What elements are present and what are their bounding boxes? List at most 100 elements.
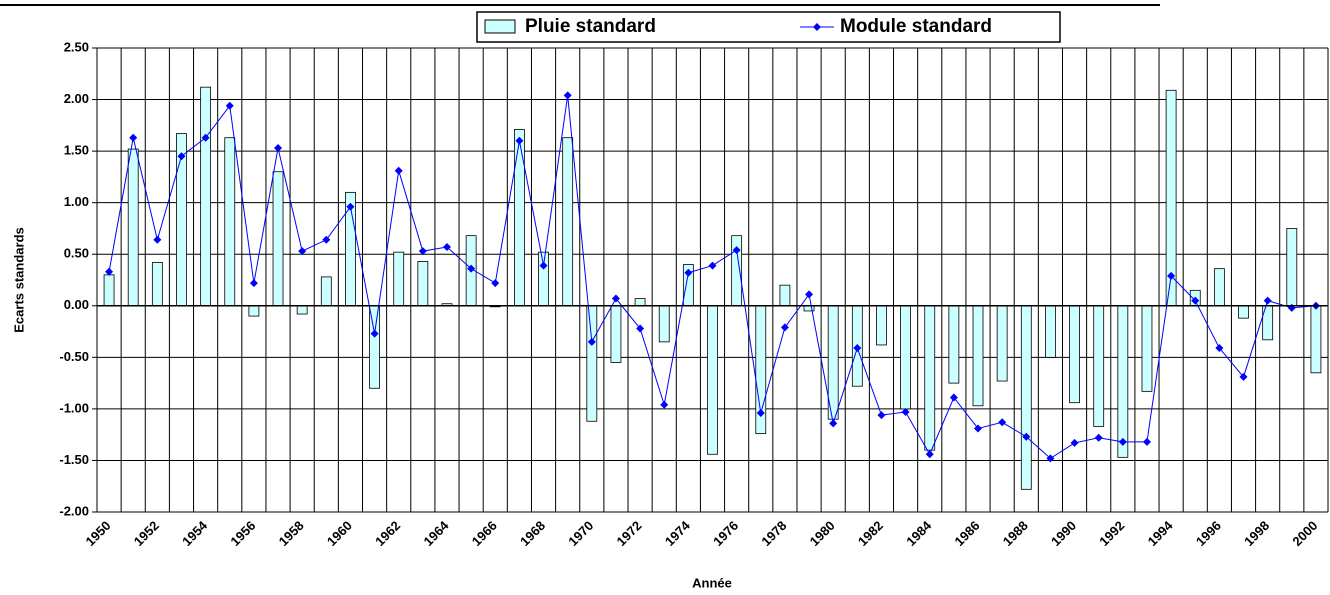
marker (346, 202, 355, 211)
x-tick-label: 1986 (952, 518, 983, 549)
marker (901, 407, 910, 416)
y-tick-label: 1.50 (64, 143, 89, 158)
marker (732, 246, 741, 255)
bar (248, 305, 260, 317)
bar (1117, 305, 1129, 458)
y-tick-label: -1.00 (59, 400, 89, 415)
bar (538, 251, 549, 307)
bar (127, 148, 139, 307)
bar (779, 284, 791, 307)
x-tick-label: 1992 (1096, 518, 1127, 549)
y-tick-label: 2.50 (64, 39, 89, 54)
legend: Pluie standard Module standard (476, 11, 1061, 43)
marker (1191, 296, 1200, 305)
marker (587, 337, 596, 346)
bar (1310, 305, 1322, 374)
x-tick-label: 1964 (420, 517, 452, 549)
bar (103, 274, 115, 307)
legend-swatch (484, 19, 516, 34)
x-tick-label: 1966 (469, 518, 500, 549)
x-tick-label: 1988 (1000, 518, 1031, 549)
x-tick-label: 1990 (1048, 518, 1079, 549)
y-tick-label: 0.50 (64, 246, 89, 261)
marker (394, 166, 403, 175)
marker (611, 294, 620, 303)
y-tick-label: 2.00 (64, 91, 89, 106)
x-tick-label: 1968 (517, 518, 548, 549)
marker (974, 424, 983, 433)
marker (105, 267, 114, 276)
marker (201, 133, 210, 142)
bar (200, 86, 212, 307)
marker (442, 243, 451, 252)
bar (296, 305, 308, 315)
marker (298, 247, 307, 256)
bar (272, 171, 284, 307)
marker (1239, 372, 1248, 381)
bar (1045, 305, 1056, 358)
bar (1093, 305, 1105, 427)
x-tick-label: 1982 (855, 518, 886, 549)
marker (1118, 437, 1127, 446)
legend-marker (813, 23, 821, 31)
marker (829, 419, 838, 428)
marker (660, 400, 669, 409)
marker (1046, 454, 1055, 463)
bar (393, 251, 405, 307)
x-tick-label: 1960 (324, 518, 355, 549)
x-tick-label: 1974 (662, 517, 694, 549)
marker (467, 264, 476, 273)
marker (925, 450, 934, 459)
bar (1069, 305, 1080, 404)
bar (634, 298, 646, 307)
bar (1238, 305, 1249, 319)
bar (151, 262, 163, 307)
marker (177, 152, 186, 161)
bar (417, 261, 429, 307)
marker (708, 261, 717, 270)
marker (515, 136, 524, 145)
marker (225, 101, 234, 110)
x-tick-label: 1980 (807, 518, 838, 549)
marker (249, 279, 258, 288)
marker (805, 290, 814, 299)
bar (320, 276, 332, 307)
marker (129, 133, 138, 142)
marker (1094, 433, 1103, 442)
bar (900, 305, 911, 410)
bar (876, 305, 887, 346)
bar (803, 305, 815, 312)
x-tick-label: 1996 (1193, 518, 1224, 549)
marker (853, 344, 862, 353)
bar (369, 305, 380, 389)
marker (563, 91, 572, 100)
marker (539, 261, 548, 270)
y-tick-label: -1.50 (59, 452, 89, 467)
marker (1022, 432, 1031, 441)
bar (1213, 268, 1225, 307)
x-tick-label: 1998 (1241, 518, 1272, 549)
x-tick-label: 1958 (276, 518, 307, 549)
x-tick-label: 1962 (372, 518, 403, 549)
marker (877, 411, 886, 420)
bar (972, 305, 984, 407)
x-tick-label: 1972 (614, 518, 645, 549)
marker (998, 418, 1007, 427)
marker (1070, 438, 1079, 447)
legend-label: Module standard (840, 16, 992, 37)
bar (996, 305, 1008, 382)
marker (418, 247, 427, 256)
marker (153, 235, 162, 244)
bar (948, 305, 960, 384)
bar (224, 137, 236, 307)
bar (924, 305, 936, 451)
bar (707, 305, 718, 455)
x-tick-label: 1994 (1145, 517, 1177, 549)
marker (1167, 271, 1176, 280)
y-tick-label: -0.50 (59, 349, 89, 364)
marker (491, 279, 500, 288)
x-tick-label: 1952 (131, 518, 162, 549)
x-tick-label: 1970 (565, 518, 596, 549)
x-tick-label: 1956 (227, 518, 258, 549)
